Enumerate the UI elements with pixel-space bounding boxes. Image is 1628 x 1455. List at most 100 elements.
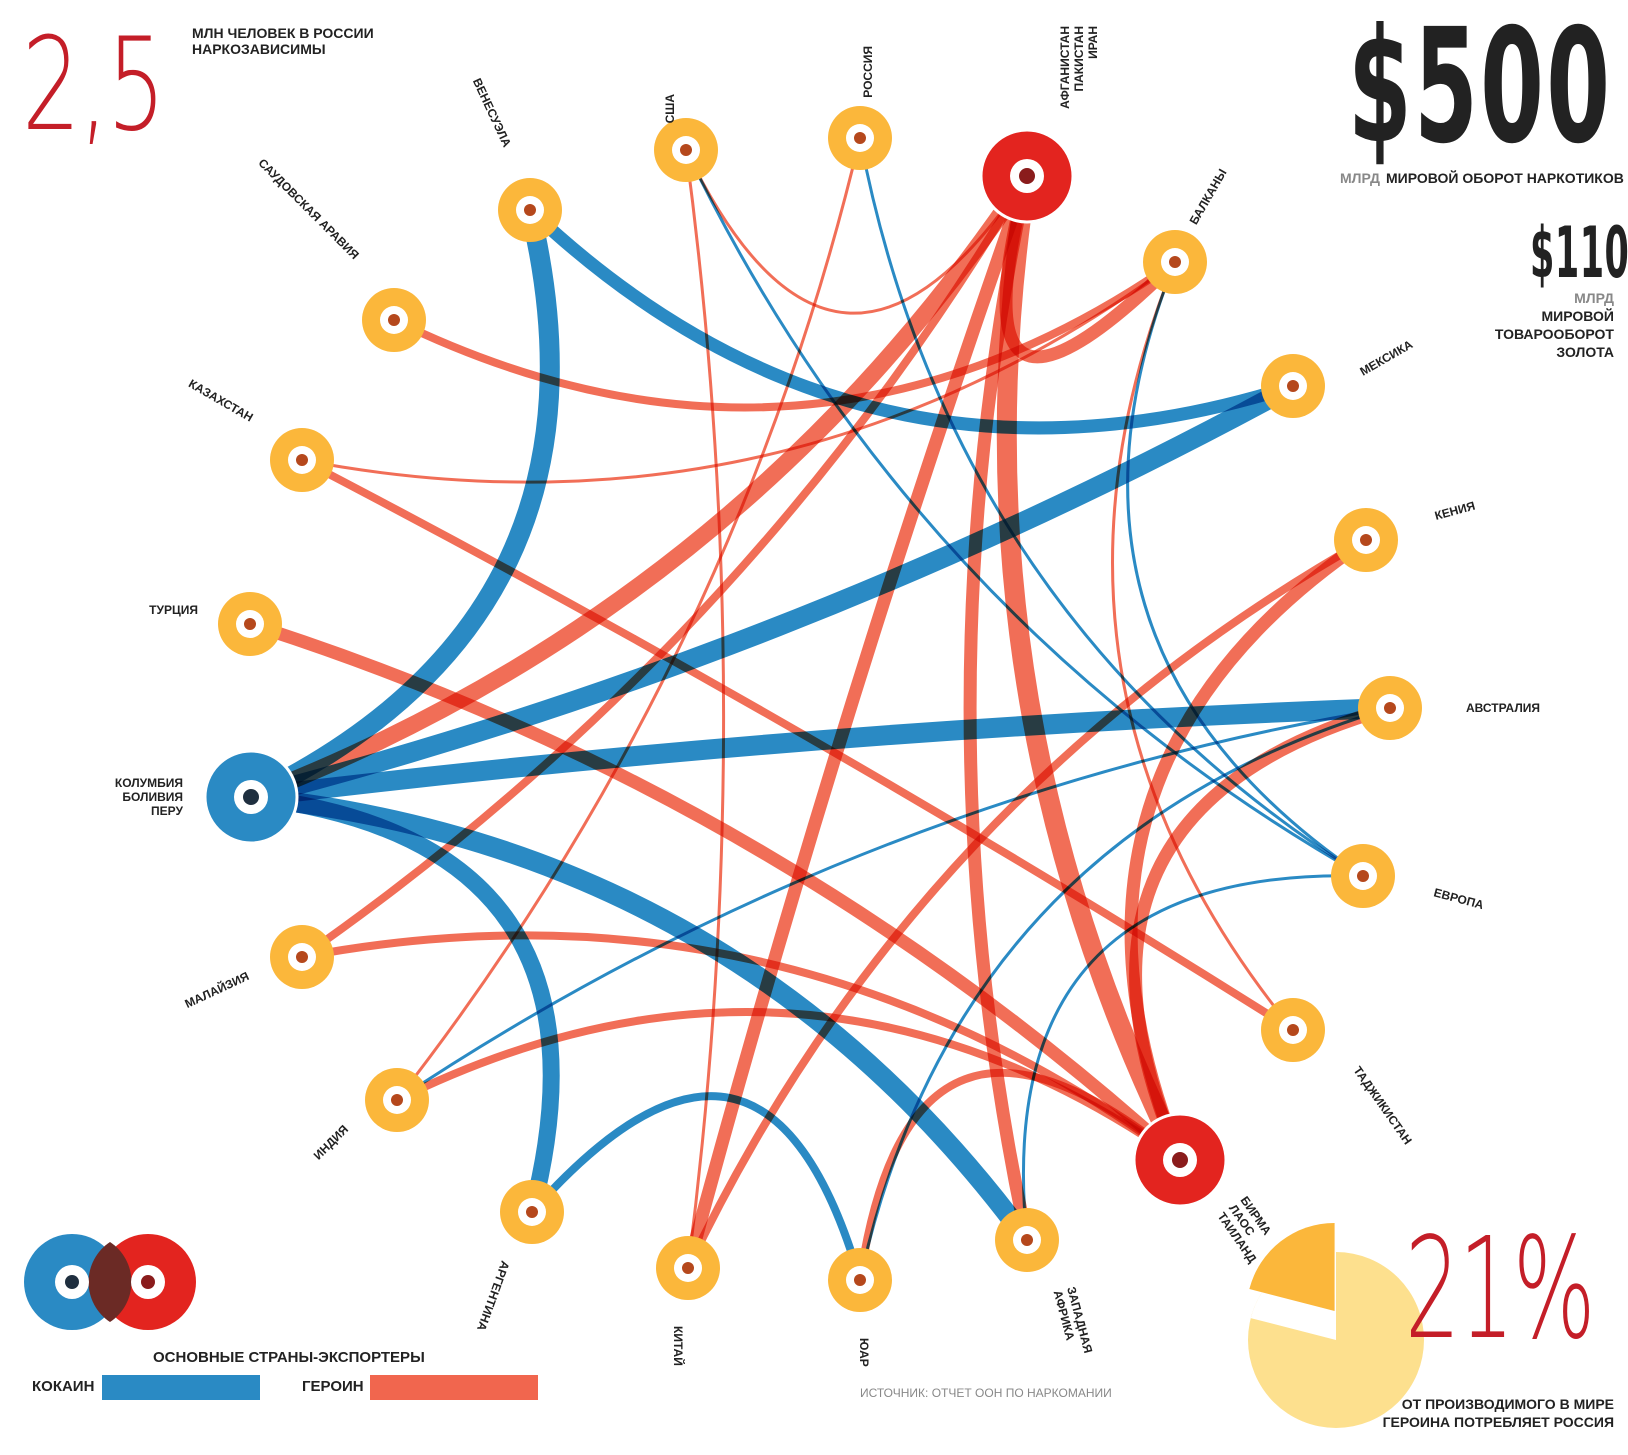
node-label-line: ВЕНЕСУЭЛА	[470, 76, 514, 150]
node-label-mexico: МЕКСИКА	[1358, 337, 1416, 379]
flow-heroin-burma-australia	[1129, 701, 1397, 1167]
stat-russia-addicts-value: 2,5	[22, 11, 166, 160]
node-kazakhstan: КАЗАХСТАН	[186, 376, 334, 492]
node-label-line: МЕКСИКА	[1358, 337, 1416, 379]
node-label-line: ИНДИЯ	[311, 1122, 351, 1162]
node-label-sa: ЮАР	[857, 1338, 871, 1367]
node-label-australia: АВСТРАЛИЯ	[1466, 701, 1540, 715]
legend-cocaine-label: КОКАИН	[32, 1378, 95, 1395]
node-label-line: ПАКИСТАН	[1072, 26, 1086, 92]
node-label-venezuela: ВЕНЕСУЭЛА	[470, 76, 514, 150]
flow-heroin-balkans-kazakhstan	[300, 260, 1177, 484]
flows-layer	[241, 136, 1400, 1284]
node-label-wafrica: ЗАПАДНАЯАФРИКА	[1051, 1285, 1096, 1358]
node-label-line: АРГЕНТИНА	[474, 1259, 512, 1333]
node-tajik: ТАДЖИКИСТАН	[1261, 998, 1415, 1147]
node-label-line: КОЛУМБИЯ	[115, 776, 183, 790]
node-label-line: ИРАН	[1086, 26, 1100, 59]
stat-heroin-share-caption-2: ГЕРОИНА ПОТРЕБЛЯЕТ РОССИЯ	[1382, 1414, 1614, 1430]
node-russia: РОССИЯ	[828, 46, 892, 170]
node-label-line: ТУРЦИЯ	[149, 603, 198, 617]
node-australia: АВСТРАЛИЯ	[1358, 676, 1540, 740]
flow-heroin-russia-india	[395, 136, 862, 1102]
node-label-balkans: БАЛКАНЫ	[1187, 167, 1230, 228]
stat-gold-unit: МЛРД	[1574, 290, 1614, 306]
legend-exporters-label: ОСНОВНЫЕ СТРАНЫ-ЭКСПОРТЕРЫ	[153, 1349, 425, 1366]
node-label-line: БАЛКАНЫ	[1187, 167, 1230, 228]
flow-heroin-afg-wafrica	[963, 169, 1034, 1247]
node-label-line: АВСТРАЛИЯ	[1466, 701, 1540, 715]
node-balkans: БАЛКАНЫ	[1143, 167, 1230, 294]
node-label-tajik: ТАДЖИКИСТАН	[1351, 1064, 1415, 1147]
node-sa: ЮАР	[828, 1248, 892, 1367]
node-venezuela: ВЕНЕСУЭЛА	[470, 76, 562, 242]
node-label-afg: АФГАНИСТАНПАКИСТАНИРАН	[1058, 26, 1100, 109]
node-india: ИНДИЯ	[311, 1068, 429, 1163]
legend-heroin-swatch	[370, 1375, 538, 1400]
flow-heroin-usa-china	[684, 148, 726, 1270]
stat-drug-turnover-unit: МЛРД	[1340, 170, 1380, 186]
node-label-colombia: КОЛУМБИЯ БОЛИВИЯ ПЕРУ	[115, 776, 184, 818]
stat-gold-caption-1: МИРОВОЙ	[1541, 308, 1614, 324]
flow-heroin-burma-india	[393, 1008, 1184, 1164]
node-afg: АФГАНИСТАНПАКИСТАНИРАН	[979, 26, 1100, 224]
percent-pie	[1248, 1222, 1424, 1428]
flow-cocaine-sa-australia	[858, 706, 1392, 1282]
flow-heroin-afg-usa	[684, 148, 1029, 315]
stat-gold-caption-3: ЗОЛОТА	[1556, 344, 1614, 360]
node-label-europe: ЕВРОПА	[1432, 885, 1485, 912]
node-label-usa: США	[663, 94, 677, 124]
stat-heroin-share-value: 21%	[1405, 1208, 1595, 1371]
node-malaysia: МАЛАЙЗИЯ	[182, 925, 334, 1011]
node-europe: ЕВРОПА	[1331, 844, 1486, 912]
node-label-line: ПЕРУ	[151, 804, 183, 818]
pie-slice-russia	[1249, 1222, 1335, 1311]
node-label-line: КАЗАХСТАН	[186, 376, 255, 424]
stat-drug-turnover-value: $500	[1348, 0, 1613, 179]
nodes-layer: США РОССИЯ АФГАНИСТАНПАКИСТАНИРАН БАЛКАНЫ МЕ…	[115, 26, 1540, 1367]
stat-heroin-share-caption-1: ОТ ПРОИЗВОДИМОГО В МИРЕ	[1401, 1396, 1614, 1412]
legend-exporters-icon	[24, 1234, 196, 1330]
flow-heroin-afg-china	[681, 169, 1034, 1275]
flow-heroin-afg-burma	[996, 166, 1190, 1170]
node-label-argentina: АРГЕНТИНА	[474, 1259, 512, 1333]
node-label-india: ИНДИЯ	[311, 1122, 351, 1162]
node-label-line: МАЛАЙЗИЯ	[182, 968, 251, 1011]
flow-heroin-afg-colombia	[242, 167, 1036, 806]
node-label-turkey: ТУРЦИЯ	[149, 603, 198, 617]
node-label-line: КИТАЙ	[671, 1326, 686, 1366]
node-argentina: АРГЕНТИНА	[474, 1180, 564, 1333]
stat-gold-value: $110	[1530, 212, 1628, 294]
legend-cocaine-swatch	[102, 1375, 260, 1400]
node-label-line: САУДОВСКАЯ АРАВИЯ	[255, 156, 361, 262]
flow-cocaine-colombia-mexico	[241, 376, 1303, 807]
node-label-line: ЕВРОПА	[1432, 885, 1485, 912]
node-label-saudi: САУДОВСКАЯ АРАВИЯ	[255, 156, 361, 262]
node-label-china: КИТАЙ	[671, 1326, 686, 1366]
legend-heroin-label: ГЕРОИН	[302, 1378, 364, 1395]
flow-cocaine-russia-europe	[858, 136, 1365, 878]
node-burma: БИРМАЛАОСТАИЛАНД	[1132, 1112, 1274, 1266]
stat-drug-turnover-caption: МИРОВОЙ ОБОРОТ НАРКОТИКОВ	[1386, 170, 1624, 186]
node-colombia: КОЛУМБИЯ БОЛИВИЯ ПЕРУ	[115, 749, 299, 845]
stat-gold-caption-2: ТОВАРООБОРОТ	[1494, 326, 1614, 342]
node-turkey: ТУРЦИЯ	[149, 592, 282, 656]
stat-russia-addicts-caption-1: МЛН ЧЕЛОВЕК В РОССИИ	[192, 25, 374, 41]
source-note: ИСТОЧНИК: ОТЧЕТ ООН ПО НАРКОМАНИИ	[860, 1386, 1112, 1400]
flow-heroin-balkans-saudi	[390, 258, 1179, 412]
node-label-line: РОССИЯ	[861, 46, 875, 98]
node-label-line: США	[663, 94, 677, 124]
node-wafrica: ЗАПАДНАЯАФРИКА	[995, 1208, 1096, 1358]
flow-cocaine-venezuela-mexico	[523, 203, 1300, 435]
node-kenya: КЕНИЯ	[1334, 499, 1477, 572]
flow-heroin-burma-malaysia	[298, 931, 1184, 1164]
node-label-russia: РОССИЯ	[861, 46, 875, 98]
flow-cocaine-india-australia	[395, 706, 1392, 1102]
node-label-kenya: КЕНИЯ	[1433, 499, 1476, 523]
flow-heroin-kenya-china	[684, 536, 1370, 1272]
flow-cocaine-balkans-europe	[1126, 260, 1365, 878]
flow-heroin-burma-turkey	[243, 617, 1187, 1167]
node-label-line: КЕНИЯ	[1433, 499, 1476, 523]
flow-heroin-afg-malaysia	[298, 172, 1031, 961]
